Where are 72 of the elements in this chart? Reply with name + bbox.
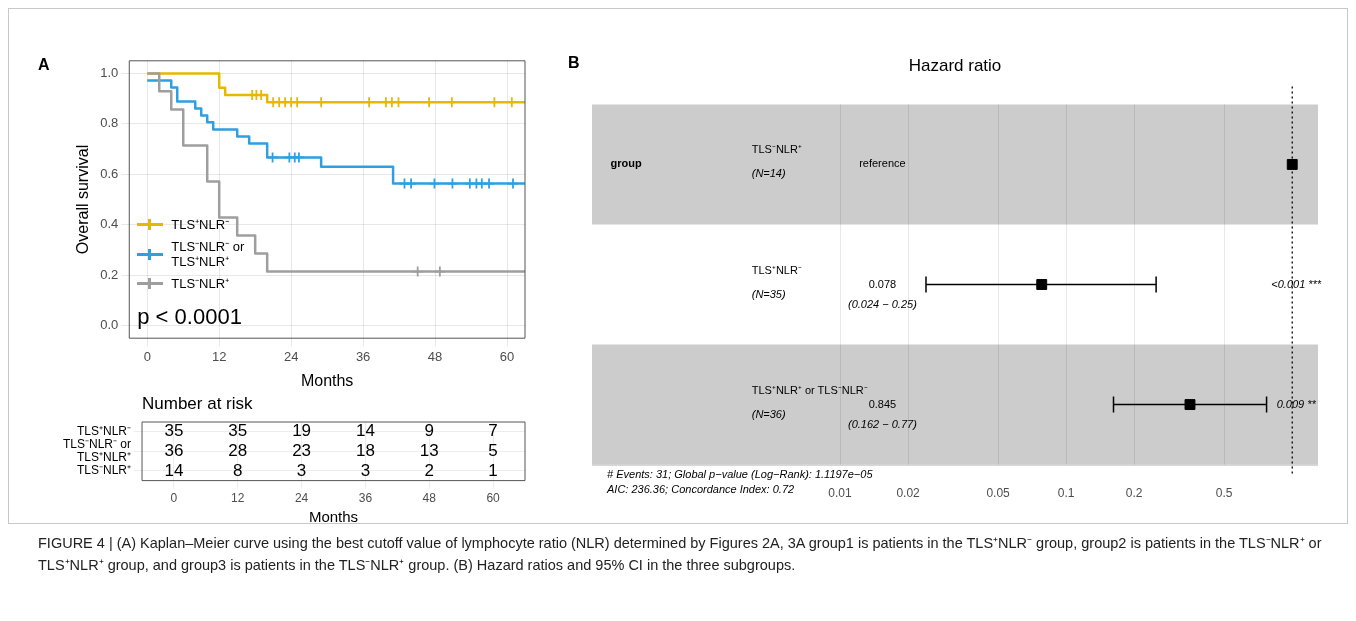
chart-title: Hazard ratio xyxy=(908,55,1002,75)
y-tick-label: 0.2 xyxy=(100,266,119,282)
x-tick-label: 48 xyxy=(427,348,443,364)
chart-title: Number at risk xyxy=(142,394,253,414)
y-tick-label: TLS⁺NLR⁻ (N=35) xyxy=(751,263,802,300)
annotation: group xyxy=(610,157,642,170)
data-label: 13 xyxy=(419,440,439,460)
data-label: 2 xyxy=(424,460,434,480)
annotation: <0.001 *** xyxy=(1271,277,1322,290)
data-label: 35 xyxy=(164,421,184,441)
text: A xyxy=(38,56,50,74)
x-tick-label: 0.05 xyxy=(986,486,1011,501)
point xyxy=(405,177,417,190)
x-tick-label: 24 xyxy=(283,348,299,364)
annotation: reference xyxy=(859,157,906,170)
x-tick-label: 0.2 xyxy=(1125,486,1143,501)
y-tick-label: TLS⁻NLR⁺ xyxy=(77,463,132,478)
data-label: 14 xyxy=(355,421,375,441)
data-label: 18 xyxy=(355,440,375,460)
x-tick-label: 60 xyxy=(499,348,515,364)
x-tick-label: 0.1 xyxy=(1057,486,1075,501)
data-label: 28 xyxy=(228,440,248,460)
data-label: 35 xyxy=(228,421,248,441)
x-axis-title: Months xyxy=(300,371,354,389)
annotation: 0.009 ** xyxy=(1276,397,1317,410)
x-tick-label: 0.01 xyxy=(828,486,853,501)
x-tick-label: 48 xyxy=(422,491,437,506)
point xyxy=(266,151,279,164)
legend-label: TLS⁻NLR⁻ or TLS⁺NLR⁺ xyxy=(171,239,245,270)
data-label: 23 xyxy=(292,440,312,460)
annotation: p < 0.0001 xyxy=(137,304,242,331)
data-label: 19 xyxy=(292,421,312,441)
x-tick-label: 24 xyxy=(294,491,309,506)
x-tick-label: 0 xyxy=(143,348,151,364)
y-tick-label: TLS⁻NLR⁻ or TLS⁺NLR⁺ xyxy=(62,437,132,465)
data-label: 14 xyxy=(164,460,184,480)
point xyxy=(483,177,495,190)
data-label: 3 xyxy=(360,460,371,480)
annotation: 0.078 (0.024 − 0.25) xyxy=(847,277,918,310)
y-tick-label: 1.0 xyxy=(100,64,119,80)
data-label: 36 xyxy=(164,440,184,460)
text: # Events: 31; Global p−value (Log−Rank): 1.1197e−05 xyxy=(607,467,873,480)
data-label: 3 xyxy=(296,460,307,480)
data-label: 7 xyxy=(488,421,498,441)
y-tick-label: 0.8 xyxy=(100,115,119,131)
legend-label: TLS⁻NLR⁺ xyxy=(171,276,230,292)
data-label: 5 xyxy=(488,440,498,460)
data-label: 8 xyxy=(233,460,243,480)
caption: FIGURE 4 | (A) Kaplan–Meier curve using the best cutoff value of lymphocyte ratio (NLR) determined by Figures 2A, 3A group1 is patients in the TLS⁺NLR⁻ group, group2 is patients in the TLS⁻NLR⁺ or TLS⁺NLR⁺ group, and group3 is patients in the TLS⁻NLR⁺ group. (B) Hazard ratios and 95% CI in the three subgroups. xyxy=(38,534,1323,575)
y-axis-title: Overall survival xyxy=(74,144,92,255)
text: B xyxy=(568,54,580,72)
y-tick-label: TLS⁻NLR⁺ (N=14) xyxy=(751,143,802,180)
x-tick-label: 12 xyxy=(231,491,245,506)
data-label: 9 xyxy=(424,421,434,441)
data-label: 1 xyxy=(488,460,498,480)
x-axis-title: Months xyxy=(308,508,359,526)
point xyxy=(446,177,459,190)
point xyxy=(428,177,441,190)
y-tick-label: 0.6 xyxy=(100,165,119,181)
text: AIC: 236.36; Concordance Index: 0.72 xyxy=(607,482,795,495)
x-tick-label: 36 xyxy=(355,348,371,364)
x-tick-label: 0 xyxy=(170,491,178,506)
y-tick-label: TLS⁺NLR⁻ xyxy=(77,424,132,439)
x-tick-label: 0.5 xyxy=(1215,486,1233,501)
x-tick-label: 0.02 xyxy=(896,486,921,501)
x-tick-label: 36 xyxy=(358,491,373,506)
y-tick-label: 0.4 xyxy=(100,216,119,232)
point xyxy=(507,177,519,190)
x-tick-label: 12 xyxy=(211,348,227,364)
legend-label: TLS⁺NLR⁻ xyxy=(171,217,230,233)
x-tick-label: 60 xyxy=(486,491,501,506)
y-tick-label: 0.0 xyxy=(100,317,119,333)
